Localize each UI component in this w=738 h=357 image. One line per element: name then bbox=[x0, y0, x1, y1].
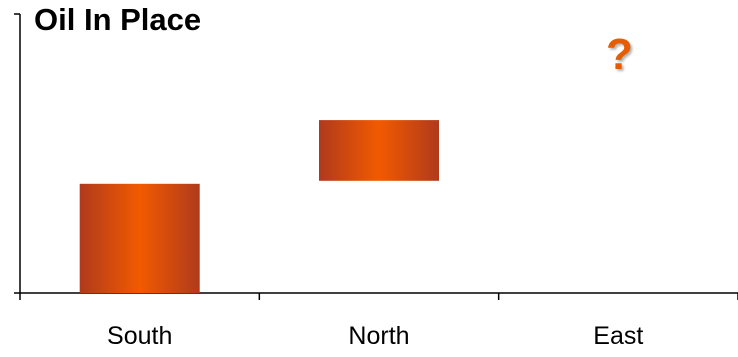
unknown-value-annotation: ? bbox=[606, 30, 633, 79]
x-tick-label-south: South bbox=[107, 322, 172, 350]
bar-north bbox=[319, 120, 439, 181]
chart-title: Oil In Place bbox=[34, 2, 202, 37]
x-ticks-layer bbox=[19, 293, 738, 300]
x-tick-label-north: North bbox=[348, 322, 409, 350]
bar-south bbox=[79, 183, 200, 293]
bars-layer bbox=[79, 120, 439, 293]
x-tick-labels: South North East bbox=[107, 322, 643, 350]
x-tick-label-east: East bbox=[593, 322, 643, 350]
